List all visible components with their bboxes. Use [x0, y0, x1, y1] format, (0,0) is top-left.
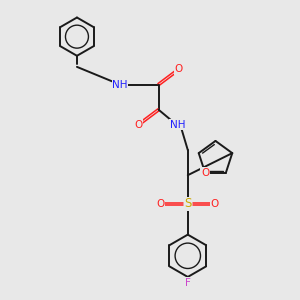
Text: NH: NH [112, 80, 128, 89]
Text: O: O [175, 64, 183, 74]
Text: O: O [157, 199, 165, 209]
Text: F: F [185, 278, 191, 288]
Text: NH: NH [170, 120, 185, 130]
Text: O: O [201, 168, 209, 178]
Text: S: S [184, 197, 191, 210]
Text: O: O [211, 199, 219, 209]
Text: O: O [134, 120, 142, 130]
